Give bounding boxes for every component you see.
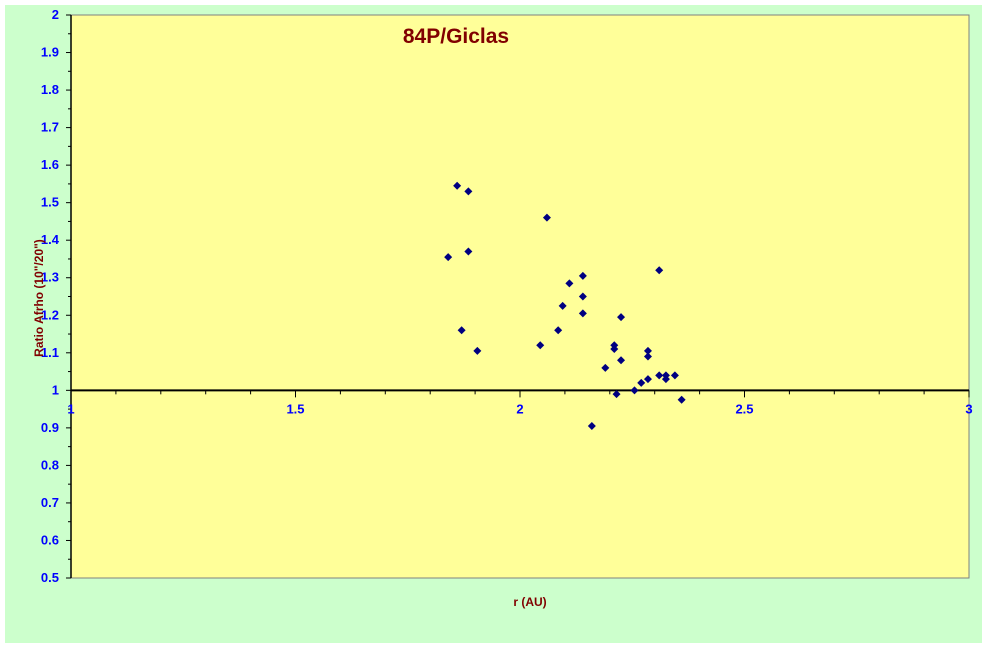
- y-tick-label: 1.8: [41, 82, 59, 97]
- data-point: [473, 346, 482, 355]
- data-point: [464, 187, 473, 196]
- data-point: [565, 279, 574, 288]
- data-point: [457, 326, 466, 335]
- data-point: [536, 341, 545, 350]
- data-point: [612, 390, 621, 399]
- y-tick-label: 1.2: [41, 307, 59, 322]
- data-point: [637, 378, 646, 387]
- data-point: [587, 421, 596, 430]
- data-point: [617, 356, 626, 365]
- y-tick-label: 1: [52, 382, 59, 397]
- data-point: [610, 345, 619, 354]
- data-point: [554, 326, 563, 335]
- data-point: [464, 247, 473, 256]
- y-tick-label: 1.3: [41, 270, 59, 285]
- data-point: [655, 266, 664, 275]
- data-point: [630, 386, 639, 395]
- plot-area: [70, 14, 970, 579]
- data-points: [444, 181, 686, 430]
- y-tick-label: 0.8: [41, 457, 59, 472]
- data-point: [578, 292, 587, 301]
- data-point: [578, 271, 587, 280]
- data-point: [558, 301, 567, 310]
- y-tick-label: 1.1: [41, 345, 59, 360]
- data-point: [453, 181, 462, 190]
- data-point: [617, 313, 626, 322]
- y-axis: 0.5 0.6 0.7 0.8 0.9 1 1.1 1.2 1.3 1.4 1.5 1.6 1.7 1.8…: [41, 7, 72, 585]
- y-tick-label: 0.9: [41, 420, 59, 435]
- y-tick-label: 0.6: [41, 532, 59, 547]
- data-point: [578, 309, 587, 318]
- x-axis-title: r (AU): [513, 595, 546, 609]
- data-point: [643, 352, 652, 361]
- x-tick-label: 3: [965, 401, 972, 416]
- data-point: [661, 375, 670, 384]
- y-tick-label: 1.6: [41, 157, 59, 172]
- data-point: [643, 375, 652, 384]
- y-tick-label: 1.4: [41, 232, 60, 247]
- chart-title: 84P/Giclas: [403, 25, 509, 48]
- data-point: [444, 253, 453, 262]
- y-axis-title: Ratio Afrho (10"/20"): [32, 239, 46, 357]
- data-point: [677, 395, 686, 404]
- x-tick-label: 1: [67, 401, 74, 416]
- data-point: [670, 371, 679, 380]
- y-tick-label: 1.5: [41, 195, 59, 210]
- data-point: [601, 363, 610, 372]
- x-axis: 1 1.5 2 2.5 3: [67, 389, 973, 416]
- data-point: [643, 346, 652, 355]
- y-tick-label: 0.7: [41, 495, 59, 510]
- y-tick-label: 1.9: [41, 45, 59, 60]
- data-point: [655, 371, 664, 380]
- data-point: [542, 213, 551, 222]
- y-tick-label: 1.7: [41, 120, 59, 135]
- x-tick-label: 2.5: [735, 401, 753, 416]
- x-tick-label: 1.5: [286, 401, 304, 416]
- y-tick-label: 2: [52, 7, 59, 22]
- x-tick-label: 2: [516, 401, 523, 416]
- y-tick-label: 0.5: [41, 570, 59, 585]
